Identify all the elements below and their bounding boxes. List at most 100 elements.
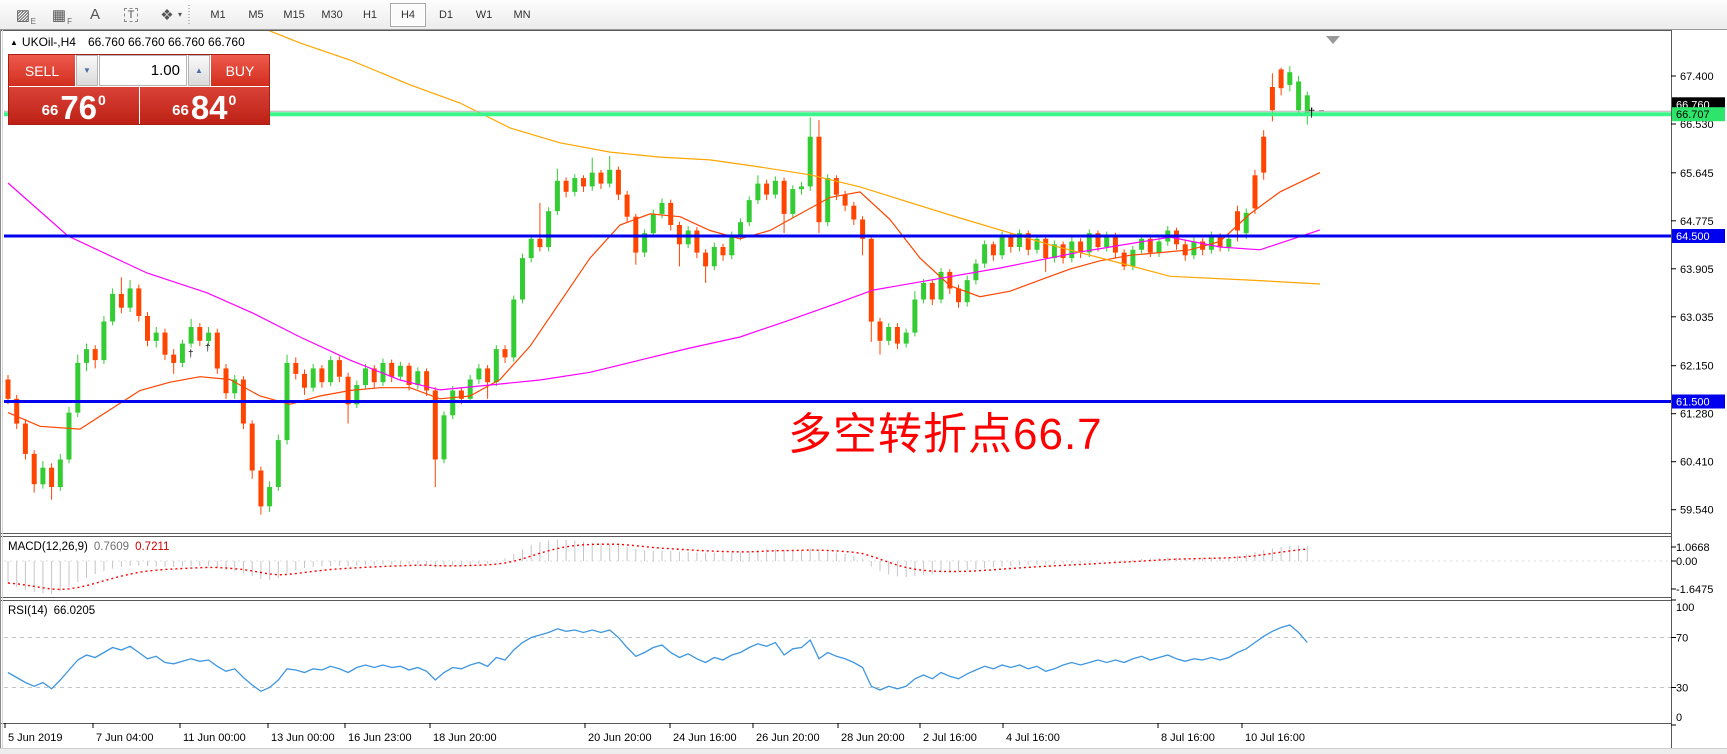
chart-title-row: ▲ UKOil-,H4 66.760 66.760 66.760 66.760 [10,35,245,49]
candlesticks [5,66,1310,515]
sell-button[interactable]: SELL [9,55,75,86]
buy-button[interactable]: BUY [211,55,269,86]
price-axis-label: 63.035 [1680,312,1714,324]
price-axis-label: 61.280 [1680,409,1714,421]
price-axis-label: 59.540 [1680,505,1714,517]
chevron-down-icon[interactable]: ▾ [178,10,183,19]
rsi-axis-label: 70 [1676,633,1688,645]
rsi-line [7,624,1308,693]
buy-price-button[interactable]: 66 84 0 [139,87,269,126]
time-axis-label: 10 Jul 16:00 [1245,732,1305,744]
time-axis-label: 11 Jun 00:00 [183,732,246,744]
price-axis: 67.400 66.530 65.645 64.775 63.905 63.035 62.1… [1671,71,1714,517]
macd-axis-label: -1.6475 [1676,584,1713,596]
time-axis: 5 Jun 2019 7 Jun 04:00 11 Jun 00:00 13 Jun … [4,723,1305,744]
macd-signal-line [7,543,1308,591]
price-axis-label: 66.530 [1680,119,1714,131]
time-axis-label: 2 Jul 16:00 [923,732,977,744]
timeframe-button-h1[interactable]: H1 [362,8,378,21]
price-axis-label: 64.775 [1680,216,1714,228]
price-axis-label: 67.400 [1680,71,1714,83]
window-bottom-edge [0,748,1727,754]
time-axis-label: 4 Jul 16:00 [1006,732,1060,744]
time-axis-label: 8 Jul 16:00 [1161,732,1215,744]
timeframe-button-m5[interactable]: M5 [248,8,264,21]
volume-decrease-button[interactable]: ▼ [76,55,98,86]
svg-text:61.500: 61.500 [1676,397,1710,409]
chart-surface[interactable] [0,30,1727,754]
buy-price-main: 84 [190,88,228,126]
blue-line-tag-upper: 64.500 [1672,229,1725,243]
volume-input[interactable] [99,55,187,86]
timeframe-buttons: M1 M5 M15 M30 H1 H4 D1 W1 MN [200,2,542,27]
price-axis-label: 65.645 [1680,168,1714,180]
timeframe-button-w1[interactable]: W1 [475,8,493,21]
rsi-axis-label: 30 [1676,683,1688,695]
macd-axis-label: 1.0668 [1676,542,1710,554]
time-axis-label: 16 Jun 23:00 [348,732,412,744]
ma-orange-slow [267,29,1321,285]
ma-red-fast [7,172,1321,430]
last-bar-dash-icon: – [1319,105,1324,115]
time-axis-label: 20 Jun 20:00 [588,732,652,744]
rsi-value: 66.0205 [53,605,96,617]
time-axis-label: 26 Jun 20:00 [756,732,820,744]
rsi-axis-label: 100 [1676,602,1694,614]
rsi-axis-label: 0 [1676,712,1682,724]
drawing-tools-group: ▨ E ▦ F A T ❖ [0,3,182,27]
buy-price-prefix: 66 [172,102,189,119]
text-icon[interactable]: A [89,6,100,23]
macd-main-value: 0.7609 [93,541,130,553]
collapse-triangle-icon[interactable]: ▲ [10,38,18,47]
fibonacci-grid-icon[interactable]: ▦ F [51,6,72,26]
green-line-tag: 66.707 [1672,107,1725,122]
time-axis-label: 7 Jun 04:00 [96,732,154,744]
chart-mark-icon-0: † [188,349,194,360]
time-axis-label: 24 Jun 16:00 [673,732,737,744]
macd-axis-label: 0.00 [1676,556,1697,568]
text-label-icon[interactable]: T [116,3,146,27]
timeframe-button-d1[interactable]: D1 [438,8,454,21]
macd-label: MACD(12,26,9) 0.7609 0.7211 [8,541,169,553]
volume-increase-button[interactable]: ▲ [188,55,210,86]
timeframe-button-m30[interactable]: M30 [321,8,343,21]
crosshatch-draw-icon[interactable]: ▨ E [15,6,36,26]
timeframe-button-m1[interactable]: M1 [210,8,226,21]
rsi-name: RSI(14) [8,605,48,617]
timeframe-button-h4[interactable]: H4 [390,2,427,27]
ma-magenta-medium [7,182,1321,391]
price-axis-label: 62.150 [1680,361,1714,373]
macd-name: MACD(12,26,9) [8,541,88,553]
macd-axis: 1.0668 0.00 -1.6475 [1671,542,1713,596]
macd-signal-value: 0.7211 [135,541,170,553]
sell-price-sup: 0 [98,92,106,108]
time-axis-label: 5 Jun 2019 [8,732,62,744]
timeframe-button-m15[interactable]: M15 [283,8,305,21]
ohlc-quotes: 66.760 66.760 66.760 66.760 [87,35,245,49]
chinese-annotation-text: 多空转折点66.7 [788,410,1103,459]
symbol-title: UKOil-,H4 [21,35,76,49]
time-axis-label: 13 Jun 00:00 [271,732,335,744]
time-axis-label: 18 Jun 20:00 [433,732,497,744]
sell-price-button[interactable]: 66 76 0 [9,87,139,124]
svg-text:64.500: 64.500 [1676,231,1710,243]
macd-histogram [7,539,1308,594]
blue-line-tag-lower: 61.500 [1672,394,1725,409]
svg-text:66.707: 66.707 [1676,109,1710,121]
window-left-border [0,30,3,748]
toolbar-grip[interactable] [188,4,191,25]
rsi-axis: 100 70 30 0 [1671,599,1694,726]
price-axis-label: 63.905 [1680,264,1714,276]
timeframe-button-mn[interactable]: MN [513,8,531,21]
price-axis-label: 60.410 [1680,457,1714,469]
buy-price-sup: 0 [228,92,237,108]
arrow-style-icon[interactable]: ❖ [160,6,174,24]
toolbar: ▨ E ▦ F A T ❖ ▾ M1 M5 M15 M30 H1 H4 D1 W1 MN [0,0,1727,30]
sell-price-prefix: 66 [41,102,59,119]
time-axis-label: 28 Jun 20:00 [841,732,905,744]
chart-shift-triangle-icon[interactable] [1326,36,1340,44]
last-bar-marker-icon: † [1308,105,1315,120]
chart-mark-icon-1: † [205,343,211,354]
